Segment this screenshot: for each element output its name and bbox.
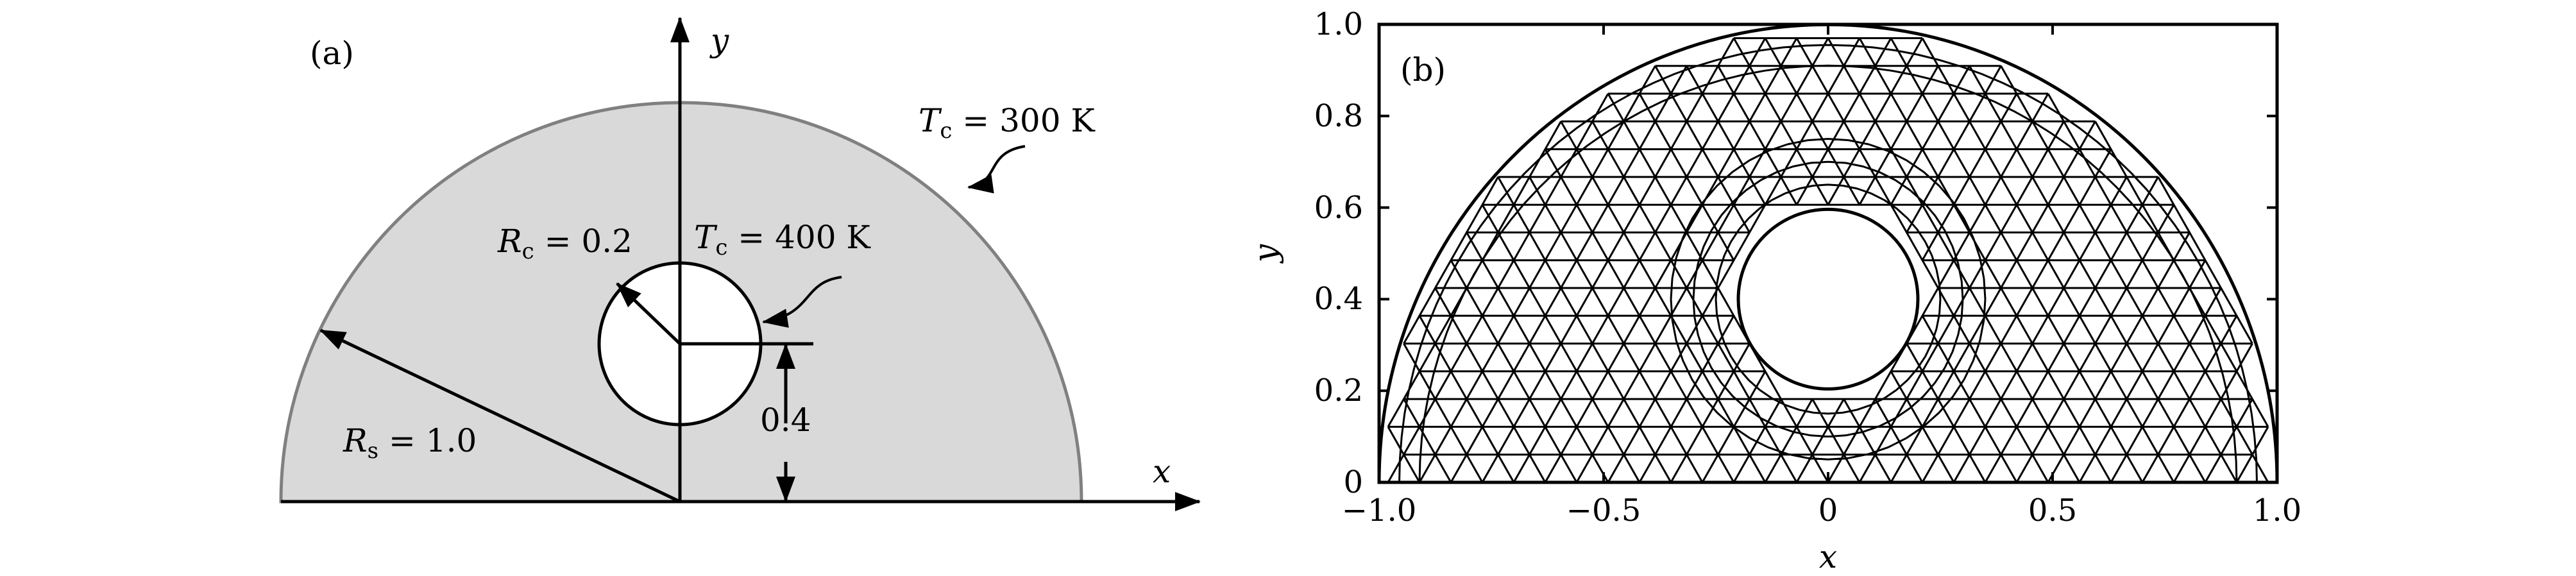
- tick-y-0: 0: [1343, 464, 1363, 500]
- axis-x-label: x: [1153, 453, 1171, 490]
- y-axis-label: y: [1247, 244, 1284, 264]
- panel-b-mesh-plot: −1.0 −0.5 0 0.5 1.0 0 0.2 0.4 0.6 0.8 1.…: [1247, 6, 2301, 575]
- outer-radius-arrow: [319, 328, 681, 504]
- inner-radius-label: Rc = 0.2: [497, 223, 632, 264]
- axis-y-label: y: [709, 22, 729, 59]
- tick-y-4: 0.8: [1314, 98, 1363, 134]
- domain-hole-boundary: [1736, 207, 1920, 391]
- outer-temp-leader: [967, 145, 1026, 194]
- tick-x-2: 0: [1818, 493, 1838, 529]
- axis-ticks: [1378, 23, 2278, 484]
- panel-a-schematic: (a) y x Tc = 300 K Tc = 400 K Rc = 0.2 R…: [279, 17, 1201, 511]
- inner-radius-arrow: [616, 282, 681, 345]
- tick-y-1: 0.2: [1314, 373, 1363, 409]
- tick-x-0: −1.0: [1342, 493, 1417, 529]
- tick-y-5: 1.0: [1314, 6, 1363, 42]
- inner-temp-leader: [762, 276, 842, 328]
- inner-temp-label: Tc = 400 K: [694, 219, 871, 260]
- mesh-edges: [1387, 37, 2269, 482]
- tick-x-3: 0.5: [2028, 493, 2077, 529]
- offset-label: 0.4: [760, 402, 811, 439]
- triangular-mesh: [1387, 37, 2269, 482]
- panel-a-label: (a): [310, 35, 354, 72]
- panel-b-label: (b): [1400, 51, 1446, 89]
- tick-y-3: 0.6: [1314, 190, 1363, 226]
- outer-radius-label: Rs = 1.0: [343, 422, 477, 464]
- outer-temp-label: Tc = 300 K: [919, 102, 1096, 144]
- tick-x-4: 1.0: [2253, 493, 2301, 529]
- tick-y-2: 0.4: [1314, 281, 1363, 317]
- x-axis-label: x: [1819, 538, 1837, 575]
- tick-x-1: −0.5: [1566, 493, 1641, 529]
